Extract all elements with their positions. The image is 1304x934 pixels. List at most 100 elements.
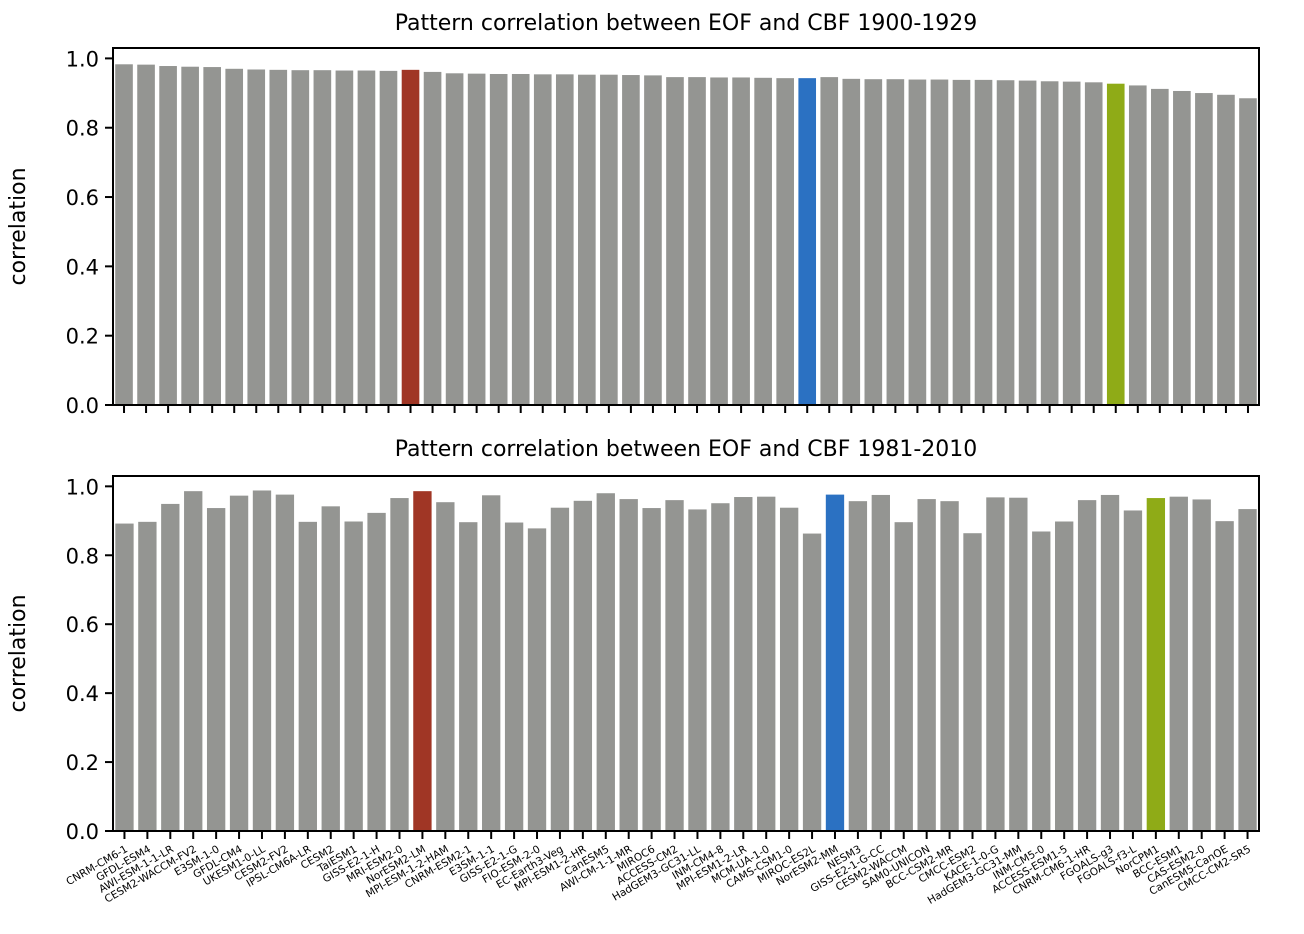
bar xyxy=(711,503,730,831)
bar xyxy=(688,509,707,831)
bar xyxy=(269,69,288,405)
bar xyxy=(864,79,883,405)
bar xyxy=(252,490,272,831)
y-tick-label: 1.0 xyxy=(66,47,99,71)
bar xyxy=(644,75,662,405)
bar xyxy=(115,64,133,406)
bar xyxy=(642,508,661,831)
bar xyxy=(1123,510,1143,831)
bar xyxy=(1217,94,1235,405)
bar xyxy=(1151,88,1169,405)
bar xyxy=(600,74,618,405)
bar xyxy=(555,74,574,406)
y-tick-label: 0.4 xyxy=(66,682,99,706)
y-tick-label: 0.0 xyxy=(66,820,99,844)
bar xyxy=(1238,509,1257,831)
bar xyxy=(754,77,772,405)
bar xyxy=(379,70,398,405)
y-tick-label: 1.0 xyxy=(66,475,99,499)
bar xyxy=(779,507,799,831)
bar xyxy=(1106,83,1125,405)
bar xyxy=(848,501,868,831)
bar xyxy=(894,522,913,831)
bar xyxy=(952,79,971,405)
bar xyxy=(206,508,226,831)
bar xyxy=(734,497,753,831)
bar xyxy=(335,70,354,406)
bar xyxy=(996,80,1015,405)
bar xyxy=(917,499,936,831)
chart-panel-2: Pattern correlation between EOF and CBF … xyxy=(6,437,1260,907)
bar xyxy=(436,502,455,831)
bar xyxy=(275,494,295,831)
bar xyxy=(423,71,442,406)
bar xyxy=(596,493,615,831)
bar xyxy=(963,533,982,831)
y-tick-label: 0.6 xyxy=(66,186,99,210)
bar xyxy=(1239,98,1257,406)
bar xyxy=(1128,85,1147,405)
bar xyxy=(1077,500,1097,831)
bar xyxy=(459,522,478,831)
bar xyxy=(930,79,949,406)
bar xyxy=(974,79,993,405)
bar xyxy=(203,67,221,405)
y-tick-label: 0.0 xyxy=(66,394,99,418)
bar xyxy=(161,503,180,831)
bar xyxy=(445,73,464,405)
y-tick-label: 0.2 xyxy=(66,325,99,349)
bar xyxy=(886,79,905,405)
bar xyxy=(504,522,524,831)
bar xyxy=(1018,80,1037,406)
bar xyxy=(344,521,363,831)
bar xyxy=(527,528,547,831)
bar xyxy=(1084,82,1103,405)
bar xyxy=(1192,499,1211,831)
chart-panel-1: Pattern correlation between EOF and CBF … xyxy=(6,11,1260,418)
chart-title: Pattern correlation between EOF and CBF … xyxy=(395,437,978,462)
bar xyxy=(665,500,684,831)
bar xyxy=(357,70,376,406)
chart-title: Pattern correlation between EOF and CBF … xyxy=(395,11,978,36)
y-tick-label: 0.6 xyxy=(66,613,99,637)
bar xyxy=(573,500,593,831)
y-tick-label: 0.8 xyxy=(66,544,99,568)
plot-frame xyxy=(112,475,1260,832)
bar xyxy=(798,78,817,406)
bar xyxy=(482,495,501,831)
bar xyxy=(115,523,134,831)
bar xyxy=(247,69,266,405)
bar xyxy=(1146,498,1166,831)
bar xyxy=(511,73,530,405)
bar xyxy=(825,494,845,831)
bar xyxy=(842,78,861,406)
y-axis-label: correlation xyxy=(6,167,31,285)
bar xyxy=(390,498,409,831)
bar xyxy=(1032,531,1051,831)
bar xyxy=(159,66,177,405)
bar xyxy=(291,70,310,405)
bar xyxy=(225,68,244,406)
bar xyxy=(1009,497,1028,831)
bar xyxy=(533,74,552,406)
bar xyxy=(666,77,684,405)
bar xyxy=(413,491,432,831)
bar xyxy=(181,66,199,406)
bar xyxy=(550,507,570,831)
bar xyxy=(578,74,596,405)
bar xyxy=(138,521,157,831)
bar xyxy=(776,78,794,406)
y-tick-label: 0.2 xyxy=(66,751,99,775)
y-axis-label: correlation xyxy=(6,594,31,712)
y-tick-label: 0.4 xyxy=(66,255,99,279)
bar xyxy=(710,77,728,405)
plot-frame xyxy=(112,47,1260,406)
bar xyxy=(367,512,386,831)
bar xyxy=(871,494,890,831)
bar xyxy=(1100,494,1120,831)
bar xyxy=(688,77,706,405)
bar xyxy=(467,73,486,405)
y-tick-label: 0.8 xyxy=(66,117,99,141)
